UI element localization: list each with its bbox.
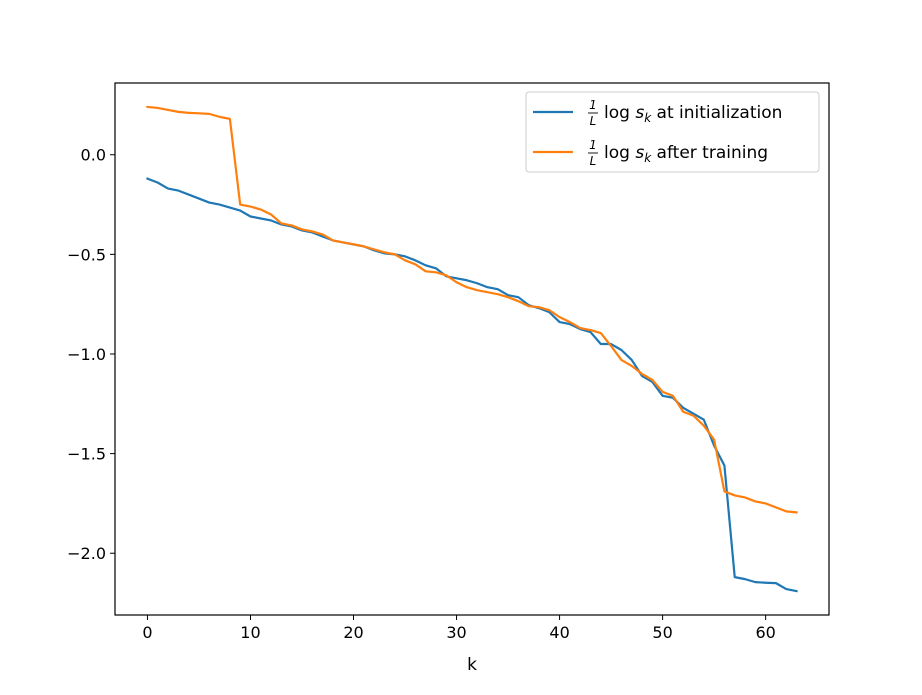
y-tick-label: 0.0 xyxy=(81,146,106,165)
legend-fraction-numerator: 1 xyxy=(589,98,597,112)
series-lines xyxy=(146,105,798,593)
x-tick-label: 20 xyxy=(343,623,363,642)
x-tick-label: 50 xyxy=(652,623,672,642)
series-line-1 xyxy=(146,177,798,593)
legend-fraction-denominator: L xyxy=(590,114,597,128)
x-tick-label: 0 xyxy=(142,623,152,642)
x-axis-label: k xyxy=(467,655,477,675)
y-tick-label: −2.0 xyxy=(67,544,106,563)
x-tick-label: 40 xyxy=(549,623,569,642)
legend-label-1: log sk at initialization xyxy=(604,103,782,125)
x-tick-label: 30 xyxy=(446,623,466,642)
legend: 1 L log sk at initialization 1 L log sk after… xyxy=(525,91,820,173)
y-axis-ticks: 0.0 −0.5 −1.0 −1.5 −2.0 xyxy=(67,146,115,563)
legend-box xyxy=(525,91,820,173)
legend-label-2: log sk after training xyxy=(604,143,768,165)
y-tick-label: −1.5 xyxy=(67,445,106,464)
x-tick-label: 60 xyxy=(755,623,775,642)
y-tick-label: −1.0 xyxy=(67,345,106,364)
series-line-2 xyxy=(146,105,798,514)
plot-frame xyxy=(114,82,830,616)
x-tick-label: 10 xyxy=(240,623,260,642)
x-axis-ticks: 0 10 20 30 40 50 60 xyxy=(142,615,776,642)
y-tick-label: −0.5 xyxy=(67,245,106,264)
legend-fraction-denominator: L xyxy=(590,154,597,168)
legend-fraction-numerator: 1 xyxy=(589,138,597,152)
